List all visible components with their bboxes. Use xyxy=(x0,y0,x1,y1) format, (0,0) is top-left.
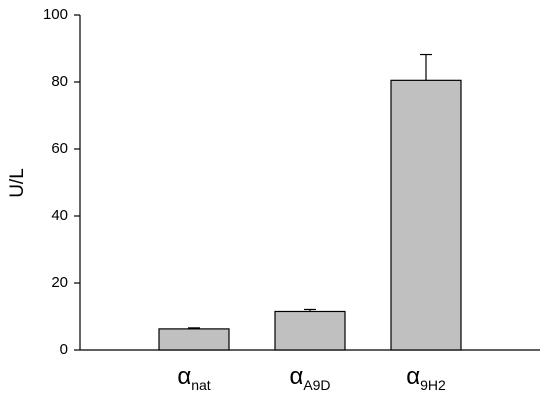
bar xyxy=(274,310,346,351)
y-tick-label: 80 xyxy=(51,73,68,90)
category-subscript: 9H2 xyxy=(420,377,446,393)
y-tick-label: 40 xyxy=(51,207,68,224)
y-tick-label: 60 xyxy=(51,140,68,157)
y-tick-label: 0 xyxy=(60,341,68,358)
error-bar xyxy=(188,327,200,329)
bar xyxy=(158,328,230,351)
category-subscript: A9D xyxy=(303,377,330,393)
category-symbol: α xyxy=(177,363,191,390)
bar xyxy=(390,79,462,351)
x-tick-label: α9H2 xyxy=(406,363,446,392)
y-axis-title: U/L xyxy=(7,168,28,198)
category-subscript: nat xyxy=(191,377,211,393)
y-tick-label: 100 xyxy=(43,6,68,23)
category-symbol: α xyxy=(406,363,420,390)
error-bar xyxy=(420,53,432,81)
error-bar xyxy=(304,308,316,312)
x-tick-label: αA9D xyxy=(289,363,330,392)
y-tick-label: 20 xyxy=(51,274,68,291)
category-symbol: α xyxy=(289,363,303,390)
x-tick-label: αnat xyxy=(177,363,210,392)
